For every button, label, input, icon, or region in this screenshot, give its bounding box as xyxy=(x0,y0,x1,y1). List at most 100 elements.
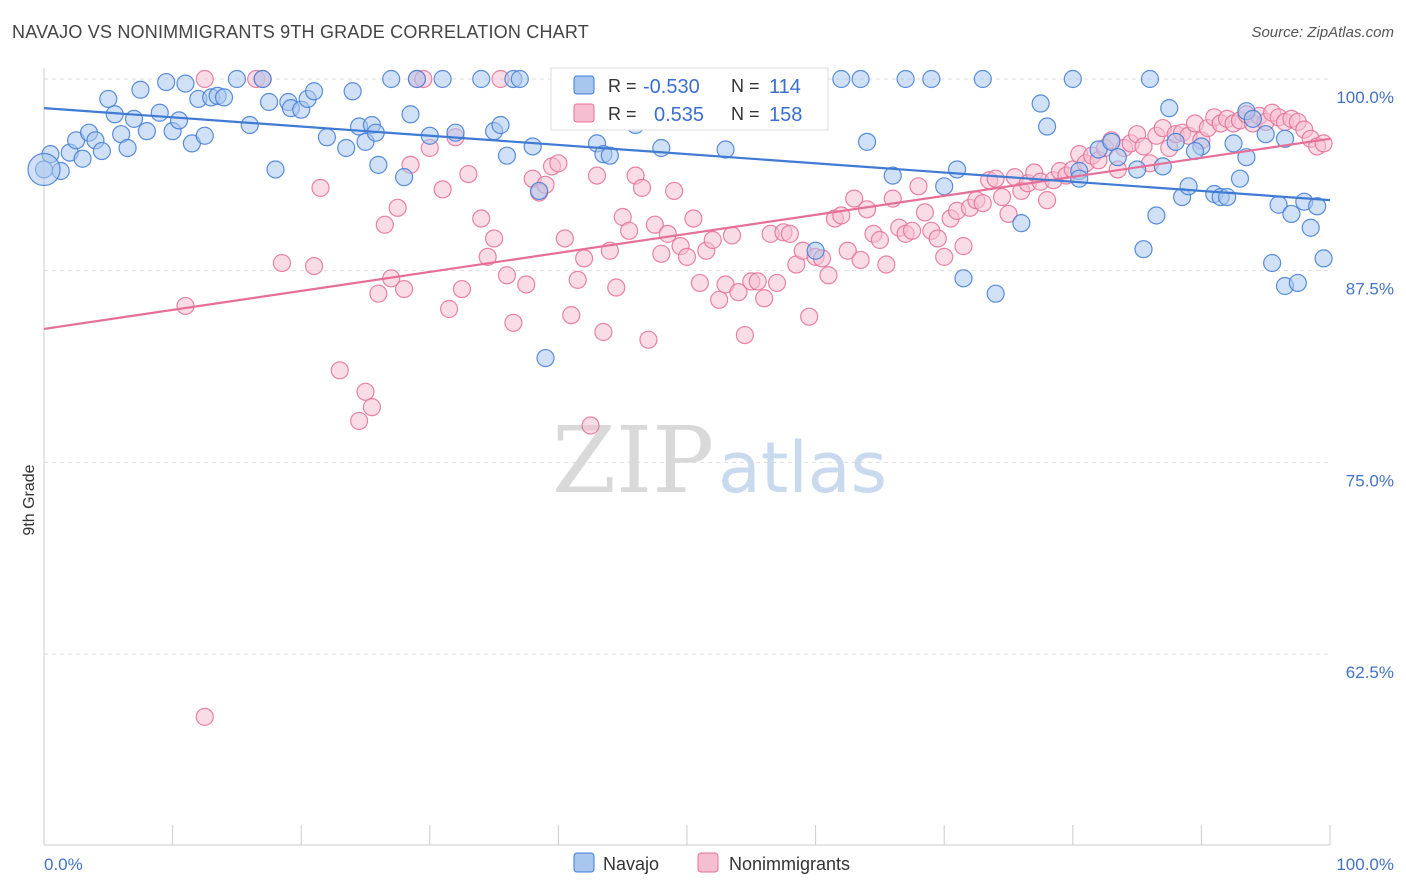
bottom-legend-navajo: Navajo xyxy=(603,854,659,874)
nonimmigrants-point xyxy=(375,215,394,234)
navajo-point xyxy=(530,181,549,201)
nonimmigrants-point xyxy=(562,306,581,325)
nonimmigrants-point xyxy=(369,284,388,303)
navajo-point xyxy=(1160,99,1179,118)
nonimmigrants-point xyxy=(549,154,568,173)
navajo-point xyxy=(472,69,491,89)
navajo-point xyxy=(1230,169,1250,188)
nonimmigrants-point xyxy=(587,166,607,185)
navajo-point xyxy=(896,69,915,89)
legend-n-value-navajo: 114 xyxy=(769,76,801,98)
nonimmigrants-point xyxy=(1037,191,1057,210)
nonimmigrants-point xyxy=(575,249,594,268)
navajo-point xyxy=(131,80,150,99)
navajo-point xyxy=(491,115,510,135)
nonimmigrants-point xyxy=(472,209,491,228)
navajo-point xyxy=(99,89,118,109)
navajo-point xyxy=(195,126,214,145)
nonimmigrants-point xyxy=(748,272,767,291)
nonimmigrants-point xyxy=(915,203,935,222)
navajo-point xyxy=(857,132,877,151)
nonimmigrants-point xyxy=(311,178,330,197)
navajo-point xyxy=(433,69,452,89)
navajo-point xyxy=(652,138,671,158)
navajo-trend-line xyxy=(43,107,1331,202)
legend-r-value-nonimm: 0.535 xyxy=(654,104,704,126)
nonimmigrants-point xyxy=(973,194,992,213)
navajo-point xyxy=(986,284,1005,303)
navajo-point xyxy=(259,92,279,112)
watermark-atlas: atlas xyxy=(718,427,887,509)
nonimmigrants-point xyxy=(176,296,195,316)
nonimmigrants-point xyxy=(581,416,600,435)
nonimmigrants-point xyxy=(800,307,819,326)
navajo-point xyxy=(337,138,356,158)
navajo-point xyxy=(1166,132,1185,151)
navajo-point xyxy=(1037,117,1057,136)
watermark: ZIP atlas xyxy=(552,407,887,514)
nonimmigrants-point xyxy=(272,253,292,273)
navajo-point xyxy=(253,69,272,89)
nonimmigrants-point xyxy=(639,330,658,349)
nonimmigrants-point xyxy=(658,224,677,243)
nonimmigrants-point xyxy=(504,313,523,332)
navajo-point xyxy=(1263,253,1282,273)
nonimmigrants-point xyxy=(986,169,1005,188)
navajo-point xyxy=(883,166,902,185)
navajo-point xyxy=(832,69,851,89)
navajo-point xyxy=(1102,132,1121,151)
navajo-point xyxy=(343,82,362,101)
nonimmigrants-point xyxy=(735,325,754,345)
navajo-point xyxy=(947,160,967,179)
navajo-point xyxy=(935,177,954,196)
nonimmigrants-point xyxy=(356,382,375,401)
nonimmigrants-point xyxy=(452,279,472,299)
navajo-point xyxy=(1237,148,1256,167)
navajo-point xyxy=(169,111,189,130)
nonimmigrants-point xyxy=(645,215,664,234)
navajo-point xyxy=(1147,206,1166,225)
nonimmigrants-point xyxy=(1314,134,1333,153)
navajo-point xyxy=(1314,249,1333,268)
nonimmigrants-point xyxy=(838,241,857,260)
navajo-point xyxy=(1070,169,1089,188)
x-tick-label-max: 100.0% xyxy=(1336,855,1394,874)
nonimmigrants-point xyxy=(1134,137,1153,156)
navajo-point xyxy=(1256,125,1275,144)
navajo-point xyxy=(1224,134,1243,153)
nonimmigrants-point xyxy=(780,224,799,243)
nonimmigrants-point xyxy=(857,200,877,219)
navajo-point xyxy=(317,128,337,147)
navajo-point xyxy=(1012,214,1031,233)
trend-lines xyxy=(43,107,1331,331)
navajo-point xyxy=(1140,69,1160,89)
nonimmigrants-point xyxy=(755,289,774,308)
navajo-point xyxy=(118,138,137,158)
legend-r-label-navajo: R = xyxy=(608,76,637,96)
nonimmigrants-point xyxy=(684,209,703,228)
navajo-point xyxy=(27,152,61,187)
bottom-legend-swatch-nonimm xyxy=(697,852,719,873)
nonimmigrants-point xyxy=(607,278,626,297)
navajo-point xyxy=(1308,197,1327,216)
navajo-point xyxy=(716,140,735,159)
nonimmigrants-point xyxy=(632,178,652,197)
nonimmigrants-point xyxy=(459,164,478,184)
chart-title: NAVAJO VS NONIMMIGRANTS 9TH GRADE CORREL… xyxy=(12,22,589,42)
navajo-point xyxy=(150,103,169,122)
navajo-point xyxy=(1275,129,1295,148)
navajo-point xyxy=(536,348,555,368)
legend-box xyxy=(550,67,829,131)
navajo-point xyxy=(1108,148,1127,167)
navajo-point xyxy=(806,241,825,260)
navajo-point xyxy=(137,122,156,141)
nonimmigrants-point xyxy=(439,299,459,319)
navajo-point xyxy=(523,137,542,156)
y-tick-label: 87.5% xyxy=(1346,280,1394,299)
nonimmigrants-point xyxy=(478,247,497,266)
nonimmigrants-point xyxy=(497,266,517,285)
y-tick-label: 75.0% xyxy=(1346,471,1394,490)
navajo-point xyxy=(1243,109,1262,128)
navajo-point xyxy=(1134,240,1153,259)
navajo-point xyxy=(266,160,285,179)
